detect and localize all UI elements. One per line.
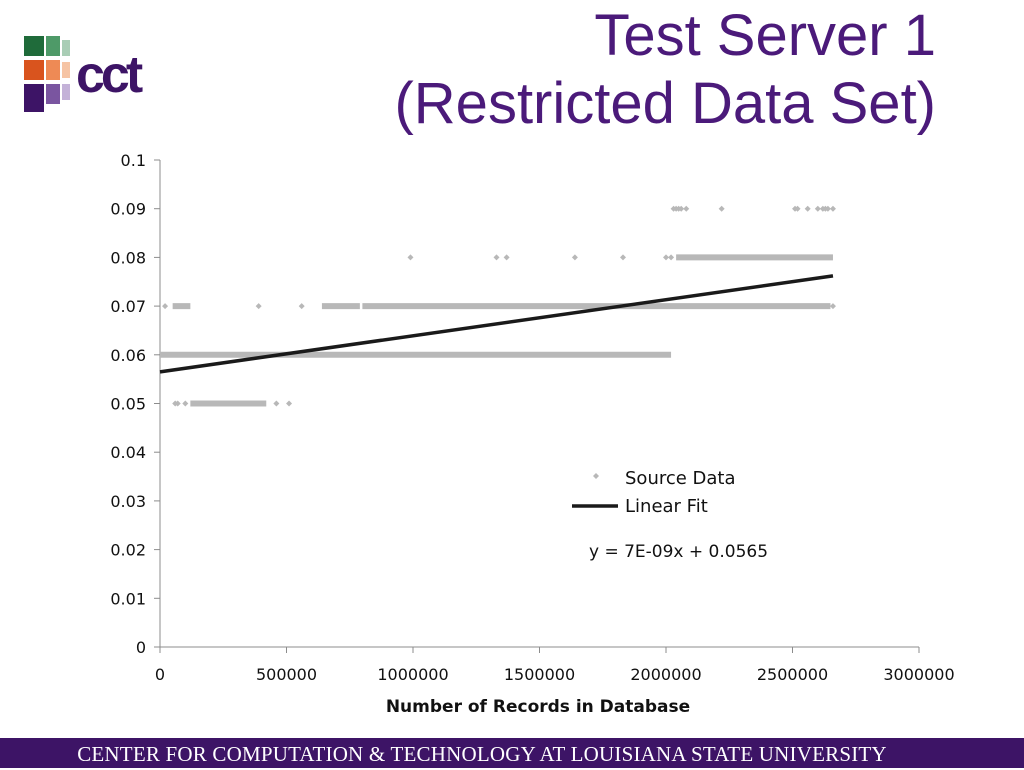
data-point: [273, 400, 280, 407]
data-point: [663, 254, 669, 261]
logo-text: cct: [76, 46, 143, 104]
legend-source-label: Source Data: [625, 468, 736, 489]
data-point: [298, 303, 305, 310]
data-point: [683, 205, 690, 212]
fit-line: [159, 274, 834, 374]
data-point: [829, 205, 836, 212]
x-tick-label: 500000: [256, 665, 317, 684]
data-point: [255, 303, 262, 310]
chart-axes: 0 0.01 0.02 0.03 0.04 0.05 0.06 0.07 0.08 0.09 0.1…: [110, 151, 954, 684]
y-tick-label: 0.07: [110, 297, 146, 316]
y-tick-label: 0.06: [110, 346, 146, 365]
title-line-2: (Restricted Data Set): [394, 71, 936, 136]
x-axis-label: Number of Records in Database: [386, 697, 690, 717]
data-point: [804, 205, 811, 212]
y-tick-label: 0: [136, 638, 146, 657]
data-point: [493, 254, 500, 261]
x-tick-label: 2500000: [757, 665, 828, 684]
y-tick-label: 0.05: [110, 395, 146, 414]
x-tick-label: 1500000: [504, 665, 575, 684]
data-point: [619, 254, 626, 261]
title-line-1: Test Server 1: [594, 3, 936, 68]
data-point: [182, 400, 189, 407]
footer-banner: CENTER FOR COMPUTATION & TECHNOLOGY AT L…: [0, 738, 1024, 768]
data-point: [814, 205, 821, 212]
data-point: [407, 254, 414, 261]
page-title: Test Server 1 (Restricted Data Set): [394, 2, 936, 138]
data-point: [794, 205, 801, 212]
data-point: [571, 254, 578, 261]
y-tick-label: 0.04: [110, 443, 146, 462]
data-point: [824, 205, 831, 212]
y-tick-label: 0.1: [121, 151, 146, 170]
scatter-chart: 0 0.01 0.02 0.03 0.04 0.05 0.06 0.07 0.08 0.09 0.1…: [110, 151, 954, 717]
legend-fit-label: Linear Fit: [625, 496, 708, 517]
chart-legend: Source Data Linear Fit: [572, 468, 736, 517]
data-point: [829, 303, 836, 310]
legend-source-marker: [593, 473, 599, 479]
chart-marks: [160, 205, 836, 407]
data-point: [503, 254, 510, 261]
data-point: [174, 400, 181, 407]
x-tick-label: 2000000: [630, 665, 701, 684]
y-tick-label: 0.01: [110, 589, 146, 608]
data-point: [286, 400, 293, 407]
footer-text: CENTER FOR COMPUTATION & TECHNOLOGY AT L…: [77, 742, 887, 766]
cct-logo-icon: cct: [24, 36, 147, 112]
data-point: [718, 205, 725, 212]
y-tick-label: 0.02: [110, 541, 146, 560]
data-point: [668, 254, 675, 261]
y-tick-label: 0.03: [110, 492, 146, 511]
x-tick-label: 1000000: [377, 665, 448, 684]
fit-line-group: [159, 274, 834, 374]
fit-equation: y = 7E-09x + 0.0565: [589, 542, 768, 562]
data-point: [678, 205, 685, 212]
data-point: [162, 303, 169, 310]
y-tick-label: 0.09: [110, 200, 146, 219]
x-tick-label: 3000000: [883, 665, 954, 684]
y-tick-label: 0.08: [110, 248, 146, 267]
x-tick-label: 0: [155, 665, 165, 684]
